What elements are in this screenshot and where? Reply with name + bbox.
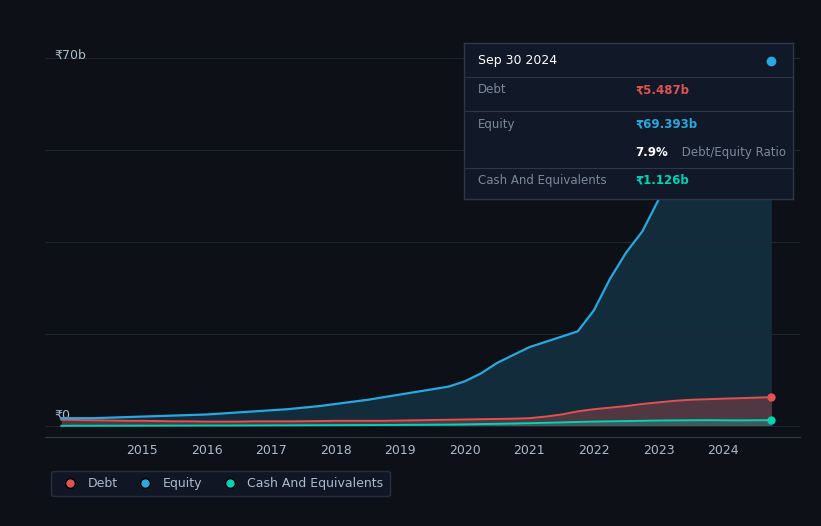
Text: ₹70b: ₹70b xyxy=(54,49,86,62)
Legend: Debt, Equity, Cash And Equivalents: Debt, Equity, Cash And Equivalents xyxy=(52,471,390,497)
Text: ₹0: ₹0 xyxy=(54,409,71,422)
